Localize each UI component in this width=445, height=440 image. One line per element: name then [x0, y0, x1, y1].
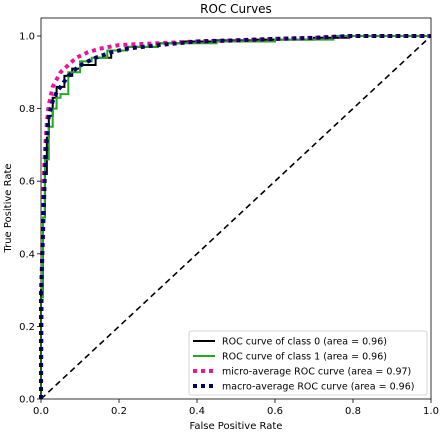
chance-diagonal-line	[40, 35, 432, 400]
y-axis-label: True Positive Rate	[3, 163, 14, 253]
y-tick-label: 0.4	[19, 249, 35, 260]
legend-label: micro-average ROC curve (area = 0.97)	[222, 367, 411, 378]
series-line-1	[40, 35, 431, 399]
legend-label: ROC curve of class 0 (area = 0.96)	[222, 337, 387, 348]
y-tick-label: 1.0	[19, 32, 35, 43]
x-tick-label: 0.0	[33, 406, 49, 417]
x-axis: 0.0 0.2 0.4 0.6 0.8 1.0	[33, 399, 439, 417]
x-axis-label: False Positive Rate	[190, 421, 283, 432]
x-tick-label: 0.4	[189, 406, 205, 417]
series-line-3	[39, 34, 431, 399]
y-tick-label: 0.2	[19, 322, 35, 333]
x-tick-label: 1.0	[423, 406, 439, 417]
x-tick-label: 0.2	[111, 406, 127, 417]
chart-title: ROC Curves	[200, 2, 272, 16]
legend-box	[188, 330, 428, 396]
legend: ROC curve of class 0 (area = 0.96) ROC cu…	[188, 330, 428, 396]
legend-label: macro-average ROC curve (area = 0.96)	[222, 382, 414, 393]
x-tick-label: 0.6	[267, 406, 283, 417]
y-axis: 0.0 0.2 0.4 0.6 0.8 1.0	[19, 32, 41, 406]
plot-area	[39, 34, 432, 400]
y-tick-label: 0.0	[19, 395, 35, 406]
x-tick-label: 0.8	[345, 406, 361, 417]
y-tick-label: 0.8	[19, 104, 35, 115]
legend-label: ROC curve of class 1 (area = 0.96)	[222, 352, 387, 363]
plot-frame	[40, 17, 432, 400]
y-tick-label: 0.6	[19, 177, 35, 188]
